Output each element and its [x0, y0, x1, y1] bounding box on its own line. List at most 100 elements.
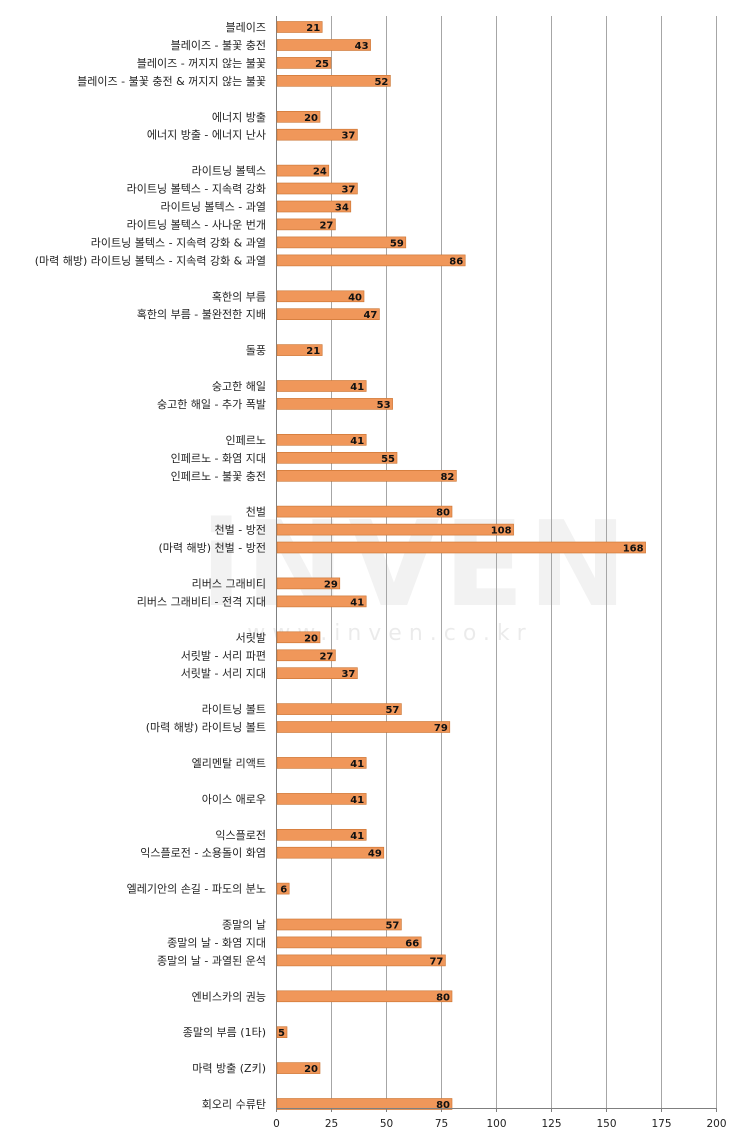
- category-label: (마력 해방) 천벌 - 방전: [159, 541, 267, 555]
- bar: [276, 793, 367, 805]
- data-label: 86: [449, 256, 463, 267]
- bar: [276, 918, 402, 931]
- data-label: 25: [315, 59, 329, 70]
- bar: [276, 200, 352, 213]
- category-label: 서릿발 - 서리 지대: [181, 667, 266, 680]
- bar: [276, 757, 367, 769]
- data-label: 20: [304, 113, 318, 124]
- data-label: 37: [341, 669, 355, 680]
- category-label: (마력 해방) 라이트닝 볼트: [146, 720, 266, 734]
- category-label: 혹한의 부름: [212, 289, 266, 303]
- category-label: 천벌 - 방전: [215, 523, 266, 537]
- category-label: 라이트닝 볼텍스 - 사나운 번개: [127, 218, 266, 231]
- data-label: 77: [429, 956, 443, 967]
- category-label: 블레이즈 - 불꽃 충전: [171, 39, 266, 52]
- category-label: 마력 방출 (Z키): [192, 1062, 266, 1075]
- bar: [276, 164, 330, 177]
- category-label: 종말의 날: [222, 919, 266, 932]
- category-label: 익스플로전 - 소용돌이 화염: [140, 847, 266, 860]
- bars: [276, 21, 646, 1110]
- data-label: 40: [348, 292, 362, 303]
- bar: [276, 649, 336, 662]
- category-label: (마력 해방) 라이트닝 볼텍스 - 지속력 강화 & 과열: [35, 253, 266, 267]
- category-label: 라이트닝 볼텍스 - 지속력 강화 & 과열: [91, 236, 266, 249]
- data-label: 29: [324, 579, 338, 590]
- bar: [276, 344, 323, 356]
- data-label: 80: [436, 992, 450, 1003]
- category-label: 에너지 방출: [212, 111, 266, 124]
- watermark: iNVEN www.inven.co.kr: [201, 495, 631, 646]
- x-tick-label: 25: [325, 1118, 338, 1130]
- data-label: 6: [280, 885, 287, 896]
- bar: [276, 433, 367, 446]
- bar: [276, 577, 341, 590]
- bar: [276, 218, 336, 231]
- category-label: 숭고한 해일 - 추가 폭발: [157, 397, 266, 411]
- bar: [276, 1062, 321, 1074]
- category-label: 서릿발 - 서리 파편: [181, 649, 266, 662]
- x-tick-label: 100: [486, 1118, 506, 1130]
- data-label: 37: [341, 185, 355, 196]
- watermark-brand: iNVEN: [201, 495, 631, 633]
- bar: [276, 505, 453, 518]
- data-label: 66: [405, 938, 419, 949]
- category-label: 인페르노 - 불꽃 충전: [171, 470, 266, 483]
- category-label: 엔비스카의 권능: [192, 990, 266, 1003]
- bar: [276, 308, 380, 321]
- data-label: 57: [385, 705, 399, 716]
- category-label: 혹한의 부름 - 불완전한 지배: [137, 307, 266, 321]
- data-label: 41: [350, 759, 364, 770]
- bar: [276, 846, 385, 859]
- data-label: 27: [319, 651, 333, 662]
- bar: [276, 39, 371, 51]
- data-labels: 2143255220372437342759864047214153415582…: [278, 23, 644, 1111]
- category-label: 인페르노 - 화염 지대: [171, 452, 266, 465]
- category-label: 블레이즈: [226, 21, 266, 34]
- x-tick-label: 50: [380, 1118, 393, 1130]
- data-label: 27: [319, 220, 333, 231]
- bar: [276, 631, 321, 644]
- bar: [276, 1026, 288, 1038]
- bar: [276, 828, 367, 841]
- data-label: 80: [436, 1100, 450, 1111]
- data-label: 5: [278, 1028, 285, 1039]
- category-label: 라이트닝 볼텍스 - 지속력 강화: [127, 183, 266, 196]
- category-label: 라이트닝 볼트: [202, 703, 266, 716]
- data-label: 108: [491, 526, 512, 537]
- x-tick-label: 0: [273, 1118, 280, 1130]
- bar: [276, 721, 451, 733]
- bar: [276, 128, 358, 141]
- data-label: 80: [436, 508, 450, 519]
- data-label: 53: [377, 400, 391, 411]
- data-label: 47: [363, 310, 377, 321]
- bar: [276, 469, 457, 482]
- data-label: 24: [313, 167, 327, 178]
- category-label: 라이트닝 볼텍스: [192, 165, 266, 178]
- category-label: 리버스 그래비티: [192, 577, 266, 590]
- bar: [276, 882, 290, 895]
- bar: [276, 21, 323, 33]
- bar: [276, 75, 391, 87]
- bar: [276, 380, 367, 392]
- bar: [276, 57, 332, 69]
- category-label: 에너지 방출 - 에너지 난사: [147, 129, 266, 142]
- data-label: 49: [368, 849, 382, 860]
- data-label: 168: [623, 544, 644, 555]
- category-label: 익스플로전: [215, 829, 266, 842]
- bar: [276, 254, 466, 267]
- x-tick-label: 125: [541, 1118, 561, 1130]
- bar: [276, 667, 358, 680]
- bar: [276, 182, 358, 195]
- data-label: 41: [350, 831, 364, 842]
- x-tick-label: 200: [706, 1118, 726, 1130]
- category-label: 종말의 날 - 화염 지대: [167, 936, 266, 949]
- category-label: 아이스 애로우: [202, 793, 266, 806]
- category-label: 서릿발: [236, 631, 266, 644]
- data-label: 20: [304, 633, 318, 644]
- bar: [276, 523, 514, 536]
- bar: [276, 111, 321, 123]
- gridlines: [276, 16, 717, 1108]
- category-label: 블레이즈 - 불꽃 충전 & 꺼지지 않는 불꽃: [77, 75, 266, 88]
